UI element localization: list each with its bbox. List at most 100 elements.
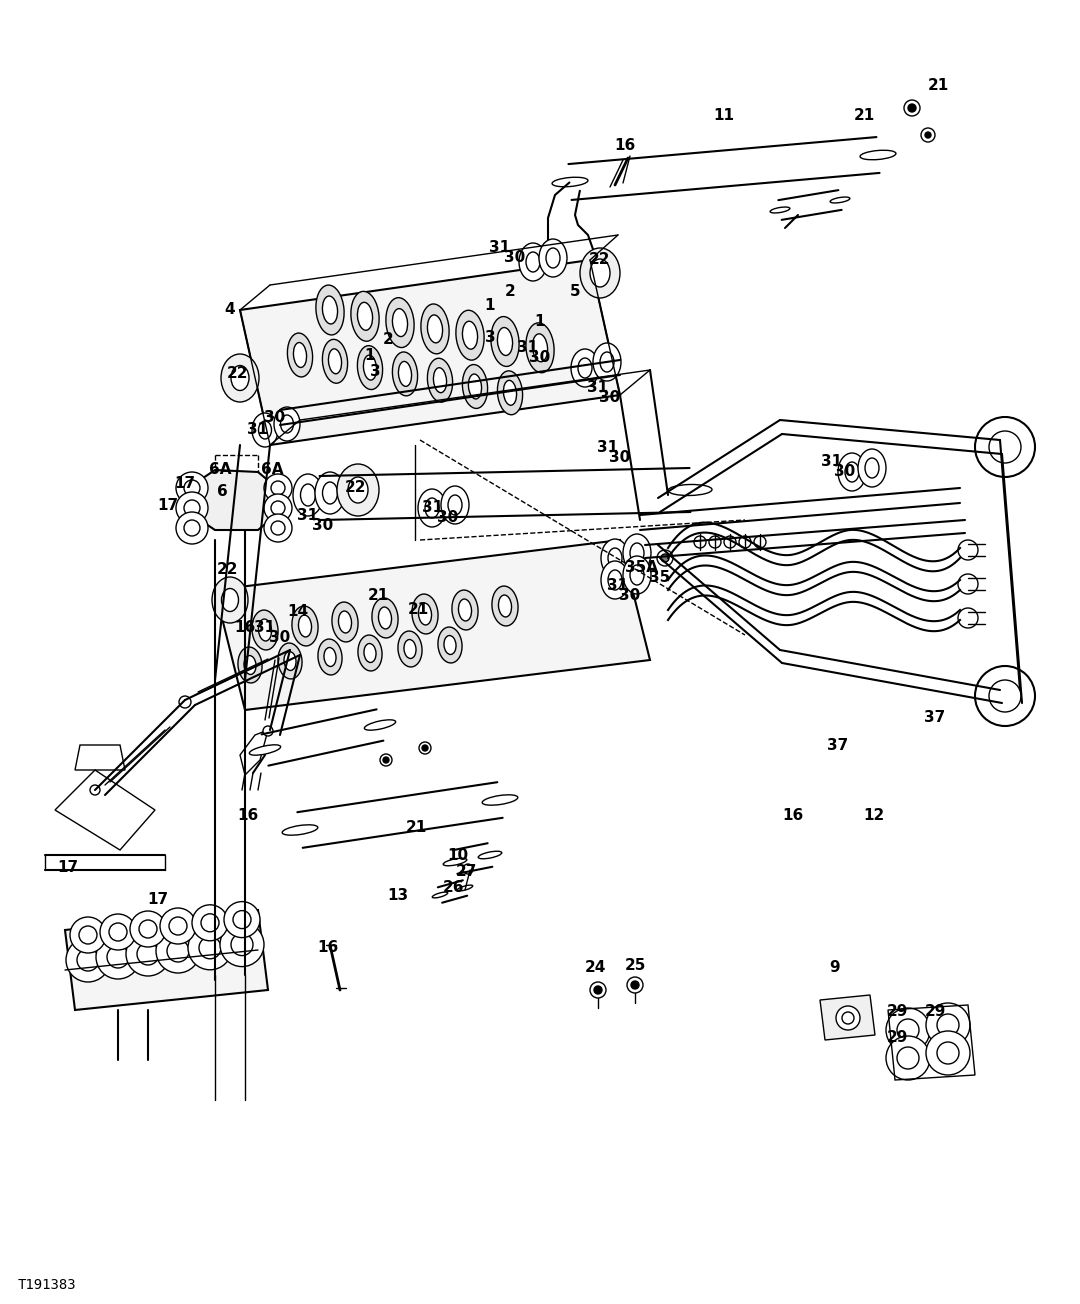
Circle shape — [184, 499, 200, 516]
Circle shape — [937, 1015, 959, 1035]
Ellipse shape — [457, 885, 473, 891]
Ellipse shape — [293, 473, 323, 516]
Text: 29: 29 — [887, 1004, 907, 1020]
Text: 29: 29 — [887, 1030, 907, 1046]
Ellipse shape — [300, 484, 315, 506]
Ellipse shape — [456, 310, 484, 360]
Ellipse shape — [600, 539, 629, 576]
Ellipse shape — [469, 374, 482, 399]
Ellipse shape — [432, 892, 448, 898]
Circle shape — [130, 911, 166, 947]
Text: 31: 31 — [607, 578, 629, 592]
Ellipse shape — [399, 361, 411, 386]
Text: 2: 2 — [382, 333, 393, 347]
Ellipse shape — [526, 252, 540, 273]
Circle shape — [188, 926, 232, 970]
Ellipse shape — [298, 493, 342, 503]
Text: 31: 31 — [297, 507, 319, 523]
Text: 31: 31 — [489, 240, 511, 256]
Ellipse shape — [252, 413, 278, 447]
Circle shape — [908, 104, 916, 112]
Ellipse shape — [578, 359, 592, 378]
Circle shape — [70, 917, 106, 953]
Text: 30: 30 — [265, 411, 285, 425]
Text: 30: 30 — [599, 390, 621, 406]
Ellipse shape — [532, 334, 548, 361]
Ellipse shape — [221, 353, 259, 402]
Text: 1: 1 — [535, 314, 545, 330]
Circle shape — [463, 865, 473, 874]
Ellipse shape — [249, 745, 281, 755]
Ellipse shape — [252, 610, 278, 649]
Circle shape — [380, 754, 392, 765]
Ellipse shape — [600, 561, 629, 599]
Circle shape — [231, 934, 253, 956]
Ellipse shape — [426, 498, 438, 518]
Text: 31: 31 — [588, 381, 608, 395]
Text: 16: 16 — [234, 621, 256, 635]
Text: 9: 9 — [829, 961, 840, 975]
Ellipse shape — [298, 615, 311, 636]
Ellipse shape — [600, 352, 615, 372]
Ellipse shape — [448, 496, 462, 515]
Circle shape — [79, 926, 97, 944]
Circle shape — [264, 514, 292, 542]
Text: 17: 17 — [175, 476, 195, 490]
Circle shape — [958, 608, 978, 629]
Ellipse shape — [284, 652, 296, 670]
Text: 17: 17 — [57, 861, 79, 875]
Circle shape — [975, 417, 1035, 477]
Text: 30: 30 — [269, 631, 291, 645]
Ellipse shape — [378, 608, 392, 629]
Text: 30: 30 — [619, 588, 640, 602]
Ellipse shape — [328, 349, 341, 374]
Ellipse shape — [838, 452, 866, 492]
Circle shape — [220, 923, 264, 966]
Circle shape — [975, 666, 1035, 726]
Ellipse shape — [392, 309, 407, 336]
Text: 17: 17 — [158, 498, 178, 512]
Circle shape — [754, 536, 766, 548]
Ellipse shape — [630, 542, 644, 563]
Circle shape — [77, 949, 99, 971]
Ellipse shape — [212, 576, 248, 623]
Ellipse shape — [438, 627, 462, 662]
Ellipse shape — [418, 489, 446, 527]
Text: 30: 30 — [609, 450, 631, 466]
Circle shape — [176, 512, 208, 544]
Circle shape — [739, 536, 751, 548]
Text: 25: 25 — [624, 957, 646, 973]
Circle shape — [926, 1031, 970, 1074]
Text: 31: 31 — [255, 621, 275, 635]
Ellipse shape — [845, 462, 859, 482]
Ellipse shape — [482, 795, 517, 805]
Circle shape — [590, 982, 606, 998]
Circle shape — [989, 679, 1021, 712]
Text: 26: 26 — [442, 880, 463, 896]
Ellipse shape — [318, 639, 342, 675]
Polygon shape — [215, 540, 650, 709]
Circle shape — [176, 472, 208, 505]
Circle shape — [627, 977, 643, 994]
Circle shape — [271, 501, 285, 515]
Ellipse shape — [443, 858, 467, 866]
Circle shape — [90, 785, 100, 795]
Ellipse shape — [351, 291, 379, 342]
Circle shape — [422, 745, 428, 751]
Text: 1: 1 — [365, 347, 375, 363]
Circle shape — [886, 1035, 930, 1080]
Circle shape — [271, 522, 285, 535]
Ellipse shape — [539, 239, 567, 276]
Ellipse shape — [364, 720, 395, 730]
Ellipse shape — [630, 565, 644, 585]
Circle shape — [264, 473, 292, 502]
Ellipse shape — [244, 656, 256, 674]
Text: 22: 22 — [226, 365, 247, 381]
Text: 3: 3 — [485, 330, 496, 346]
Circle shape — [100, 914, 136, 951]
Circle shape — [897, 1018, 919, 1041]
Ellipse shape — [571, 349, 599, 387]
Text: 30: 30 — [835, 464, 855, 480]
Ellipse shape — [323, 482, 337, 505]
Text: 12: 12 — [863, 807, 885, 823]
